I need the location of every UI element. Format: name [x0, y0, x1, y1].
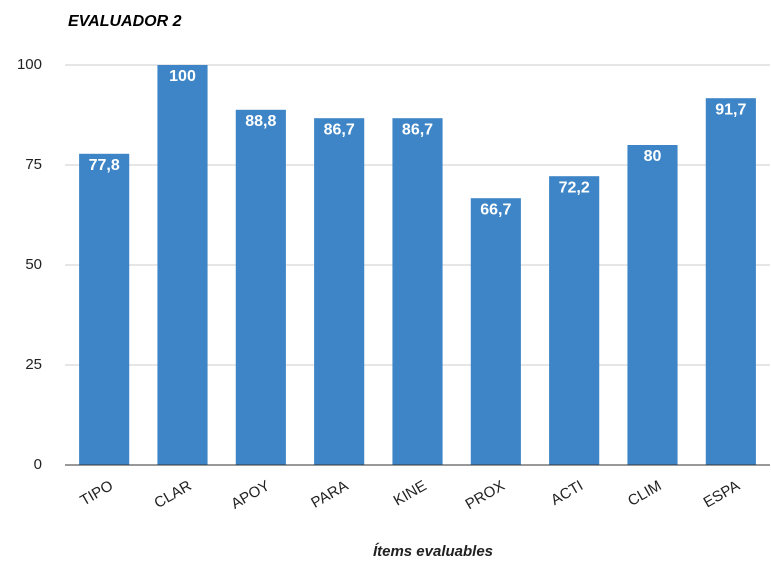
x-tick-label: ESPA [701, 477, 743, 511]
bar [157, 65, 208, 465]
x-tick-label: KINE [391, 477, 430, 509]
bar [79, 153, 130, 466]
bar [392, 118, 443, 465]
value-label: 91,7 [715, 101, 746, 118]
value-label: 86,7 [324, 121, 355, 138]
value-label: 72,2 [559, 179, 590, 196]
x-axis-label: Ítems evaluables [373, 543, 493, 560]
value-label: 100 [169, 68, 196, 85]
x-tick-label: CLAR [151, 477, 194, 512]
x-tick-label: PROX [462, 477, 507, 513]
value-label: 80 [644, 148, 662, 165]
y-tick-label: 50 [25, 256, 42, 273]
x-tick-label: CLIM [625, 477, 665, 510]
chart-title: EVALUADOR 2 [68, 13, 182, 30]
y-tick-label: 0 [34, 456, 42, 473]
bar [235, 109, 286, 466]
x-tick-label: TIPO [77, 477, 116, 509]
bar [314, 118, 365, 465]
y-tick-label: 75 [25, 156, 42, 173]
x-tick-label: APOY [228, 477, 273, 513]
bar [627, 145, 678, 465]
bar [470, 198, 521, 465]
value-label: 88,8 [245, 113, 276, 130]
x-tick-label: PARA [308, 477, 351, 512]
value-label: 77,8 [89, 157, 120, 174]
y-tick-label: 100 [17, 56, 42, 73]
value-label: 86,7 [402, 121, 433, 138]
x-tick-label: ACTI [548, 477, 586, 509]
bar [705, 98, 756, 465]
y-tick-label: 25 [25, 356, 42, 373]
value-label: 66,7 [480, 201, 511, 218]
bar [549, 176, 600, 465]
